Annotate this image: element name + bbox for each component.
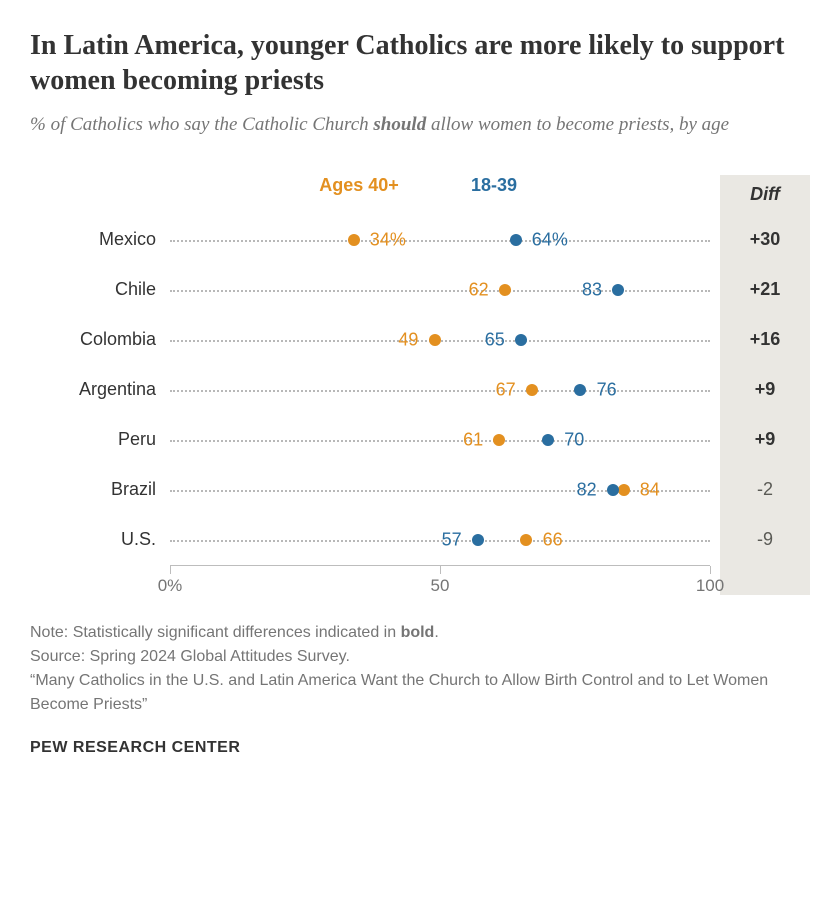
subtitle-bold: should (373, 114, 426, 135)
dot-older (618, 484, 630, 496)
diff-value: +9 (720, 365, 810, 415)
value-younger: 65 (485, 329, 505, 350)
note-pre: Note: Statistically significant differen… (30, 624, 401, 641)
value-younger: 82 (577, 479, 597, 500)
dot-older (499, 284, 511, 296)
value-younger: 57 (442, 529, 462, 550)
value-older: 49 (398, 329, 418, 350)
legend-older: Ages 40+ (319, 175, 399, 196)
value-younger: 64% (532, 229, 568, 250)
dot-younger (510, 234, 522, 246)
dot-older (526, 384, 538, 396)
value-older: 66 (543, 529, 563, 550)
chart-subtitle: % of Catholics who say the Catholic Chur… (30, 112, 810, 139)
source-line: Source: Spring 2024 Global Attitudes Sur… (30, 645, 810, 669)
gridline (170, 240, 710, 242)
axis-tick (710, 566, 711, 574)
country-label: Colombia (30, 315, 170, 365)
dot-older (493, 434, 505, 446)
legend: Ages 40+ 18-39 (170, 175, 710, 215)
diff-value: +30 (720, 215, 810, 265)
x-axis: 0%50100 (170, 565, 710, 595)
axis-tick-label: 0% (158, 576, 183, 596)
country-label: Chile (30, 265, 170, 315)
diff-value: -9 (720, 515, 810, 565)
gridline (170, 290, 710, 292)
country-label: U.S. (30, 515, 170, 565)
value-older: 61 (463, 429, 483, 450)
axis-tick-label: 100 (696, 576, 724, 596)
chart-row: 49 65 (170, 315, 710, 365)
dot-younger (607, 484, 619, 496)
dot-older (520, 534, 532, 546)
diff-column: Diff +30+21+16+9+9-2-9 (720, 175, 810, 595)
gridline (170, 390, 710, 392)
attribution: PEW RESEARCH CENTER (30, 739, 810, 757)
label-column: MexicoChileColombiaArgentinaPeruBrazilU.… (30, 175, 170, 595)
legend-younger: 18-39 (471, 175, 517, 196)
dot-younger (515, 334, 527, 346)
note-line: Note: Statistically significant differen… (30, 621, 810, 645)
dot-older (429, 334, 441, 346)
subtitle-post: allow women to become priests, by age (426, 114, 729, 135)
dot-older (348, 234, 360, 246)
value-older: 62 (469, 279, 489, 300)
diff-value: -2 (720, 465, 810, 515)
subtitle-pre: % of Catholics who say the Catholic Chur… (30, 114, 373, 135)
plot-column: Ages 40+ 18-39 34%64%6283496567766170848… (170, 175, 710, 595)
value-younger: 70 (564, 429, 584, 450)
value-younger: 83 (582, 279, 602, 300)
note-bold: bold (401, 624, 435, 641)
axis-tick (440, 566, 441, 574)
diff-value: +16 (720, 315, 810, 365)
axis-tick-label: 50 (431, 576, 450, 596)
chart-row: 61 70 (170, 415, 710, 465)
dot-younger (472, 534, 484, 546)
value-older: 67 (496, 379, 516, 400)
chart-row: 84 82 (170, 465, 710, 515)
dot-younger (542, 434, 554, 446)
dot-younger (574, 384, 586, 396)
chart-title: In Latin America, younger Catholics are … (30, 28, 810, 98)
gridline (170, 540, 710, 542)
country-label: Mexico (30, 215, 170, 265)
footnotes: Note: Statistically significant differen… (30, 621, 810, 717)
axis-tick (170, 566, 171, 574)
country-label: Peru (30, 415, 170, 465)
chart-row: 66 57 (170, 515, 710, 565)
report-line: “Many Catholics in the U.S. and Latin Am… (30, 669, 810, 717)
diff-header: Diff (720, 175, 810, 215)
note-post: . (434, 624, 438, 641)
country-label: Brazil (30, 465, 170, 515)
diff-value: +9 (720, 415, 810, 465)
gridline (170, 440, 710, 442)
chart: MexicoChileColombiaArgentinaPeruBrazilU.… (30, 175, 810, 595)
country-label: Argentina (30, 365, 170, 415)
chart-row: 34% 64% (170, 215, 710, 265)
diff-value: +21 (720, 265, 810, 315)
dot-younger (612, 284, 624, 296)
chart-row: 62 83 (170, 265, 710, 315)
value-younger: 76 (597, 379, 617, 400)
value-older: 84 (640, 479, 660, 500)
chart-row: 67 76 (170, 365, 710, 415)
value-older: 34% (370, 229, 406, 250)
